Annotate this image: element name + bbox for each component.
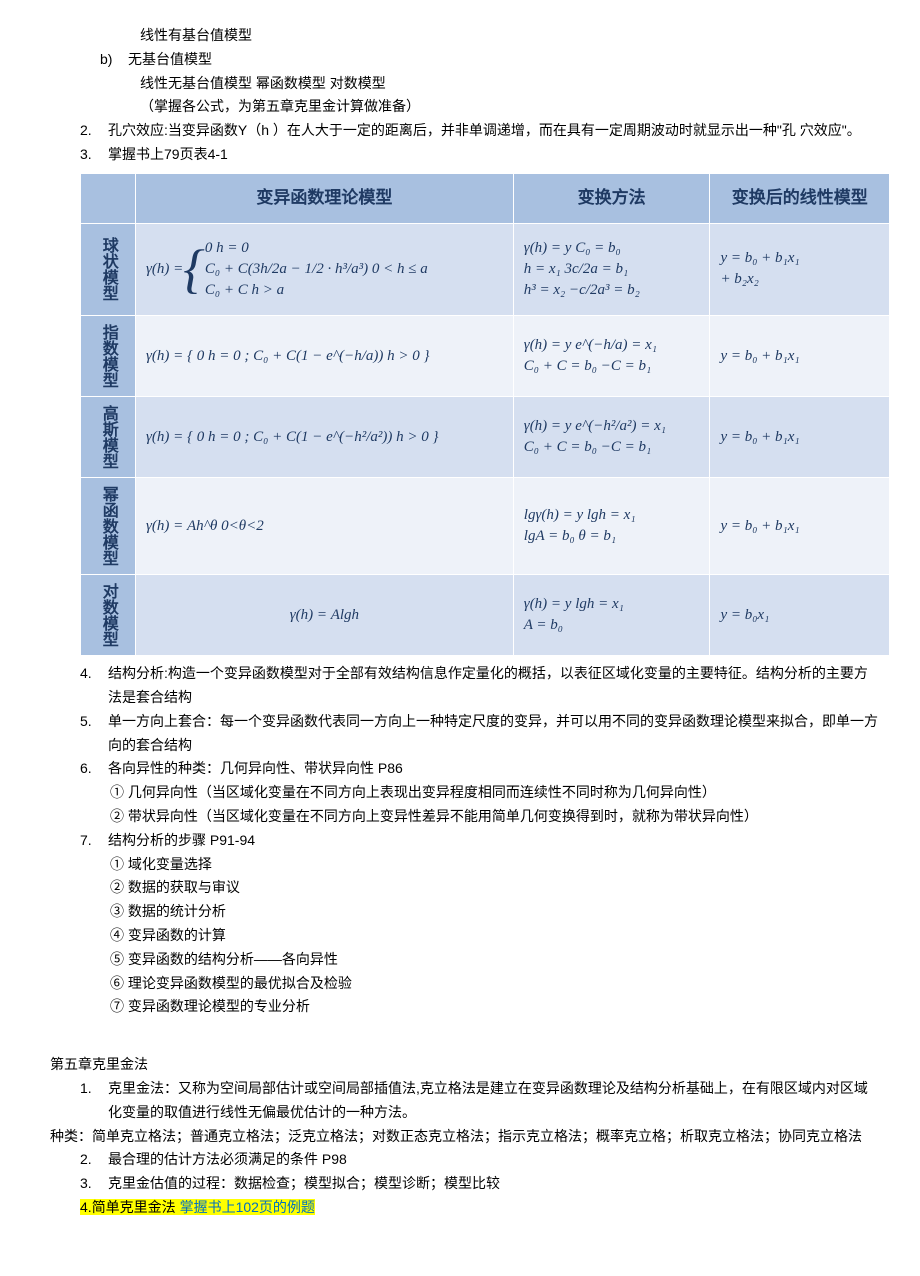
- highlight-text: 4.简单克里金法: [80, 1199, 180, 1215]
- formula-cell: γ(h) = Algh: [136, 575, 514, 656]
- list-text: 克里金法：又称为空间局部估计或空间局部插值法,克立格法是建立在变异函数理论及结构…: [108, 1077, 880, 1125]
- list-text: 无基台值模型: [128, 48, 212, 72]
- list-item-2: 2. 孔穴效应:当变异函数Y（h ）在人大于一定的距离后，并非单调递增，而在具有…: [40, 119, 880, 143]
- row-label: 高斯模型: [81, 397, 136, 478]
- table-header: 变异函数理论模型: [136, 173, 514, 223]
- list-marker: 1.: [80, 1077, 108, 1125]
- ch5-kinds: 种类：简单克立格法；普通克立格法；泛克立格法；对数正态克立格法；指示克立格法；概…: [40, 1125, 880, 1149]
- linear-cell: y = b₀ + b₁x₁: [710, 478, 890, 575]
- list-marker: 7.: [80, 829, 108, 853]
- list-text: 结构分析:构造一个变异函数模型对于全部有效结构信息作定量化的概括，以表征区域化变…: [108, 662, 880, 710]
- list-marker: 3.: [80, 1172, 108, 1196]
- list-text: 结构分析的步骤 P91-94: [108, 829, 880, 853]
- list-text: 最合理的估计方法必须满足的条件 P98: [108, 1148, 880, 1172]
- table-header-row: 变异函数理论模型 变换方法 变换后的线性模型: [81, 173, 890, 223]
- sub-item: ① 域化变量选择: [40, 853, 880, 877]
- table-header: 变换后的线性模型: [710, 173, 890, 223]
- sub-item: ⑦ 变异函数理论模型的专业分析: [40, 995, 880, 1019]
- table-header: [81, 173, 136, 223]
- list-text: 各向异性的种类：几何异向性、带状异向性 P86: [108, 757, 880, 781]
- sub-item-b: b) 无基台值模型: [40, 48, 880, 72]
- list-marker: 6.: [80, 757, 108, 781]
- list-text: 孔穴效应:当变异函数Y（h ）在人大于一定的距离后，并非单调递增，而在具有一定周…: [108, 119, 880, 143]
- transform-cell: γ(h) = y e^(−h/a) = x₁C₀ + C = b₀ −C = b…: [513, 316, 710, 397]
- list-marker: 5.: [80, 710, 108, 758]
- table-row: 对数模型 γ(h) = Algh γ(h) = y lgh = x₁ A = b…: [81, 575, 890, 656]
- ch5-item-1: 1. 克里金法：又称为空间局部估计或空间局部插值法,克立格法是建立在变异函数理论…: [40, 1077, 880, 1125]
- ch5-item-2: 2. 最合理的估计方法必须满足的条件 P98: [40, 1148, 880, 1172]
- chapter-5-heading: 第五章克里金法: [40, 1053, 880, 1077]
- list-item-3: 3. 掌握书上79页表4-1: [40, 143, 880, 167]
- formula-cell: γ(h) = Ah^θ 0<θ<2: [136, 478, 514, 575]
- text-line: 线性有基台值模型: [40, 24, 880, 48]
- row-label: 对数模型: [81, 575, 136, 656]
- list-marker: 2.: [80, 119, 108, 143]
- sub-item: ⑥ 理论变异函数模型的最优拟合及检验: [40, 972, 880, 996]
- transform-cell: γ(h) = y e^(−h²/a²) = x₁C₀ + C = b₀ −C =…: [513, 397, 710, 478]
- variogram-models-table: 变异函数理论模型 变换方法 变换后的线性模型 球状模型 γ(h) = { 0 h…: [80, 173, 890, 656]
- linear-cell: y = b₀x₁: [710, 575, 890, 656]
- list-text: 单一方向上套合：每一个变异函数代表同一方向上一种特定尺度的变异，并可以用不同的变…: [108, 710, 880, 758]
- linear-cell: y = b₀ + b₁x₁ + b₂x₂: [710, 223, 890, 316]
- sub-item: ④ 变异函数的计算: [40, 924, 880, 948]
- list-marker: 2.: [80, 1148, 108, 1172]
- table-header: 变换方法: [513, 173, 710, 223]
- linear-cell: y = b₀ + b₁x₁: [710, 316, 890, 397]
- sub-item: ② 带状异向性（当区域化变量在不同方向上变异性差异不能用简单几何变换得到时，就称…: [40, 805, 880, 829]
- highlight-text: 掌握书上102页的例题: [180, 1199, 315, 1215]
- table-row: 高斯模型 γ(h) = { 0 h = 0 ; C₀ + C(1 − e^(−h…: [81, 397, 890, 478]
- transform-cell: γ(h) = y C₀ = b₀ h = x₁ 3c/2a = b₁ h³ = …: [513, 223, 710, 316]
- row-label: 球状模型: [81, 223, 136, 316]
- ch5-item-4: 4.简单克里金法 掌握书上102页的例题: [40, 1196, 880, 1220]
- row-label: 幂函数模型: [81, 478, 136, 575]
- list-item-5: 5. 单一方向上套合：每一个变异函数代表同一方向上一种特定尺度的变异，并可以用不…: [40, 710, 880, 758]
- list-marker: b): [100, 48, 128, 72]
- table-row: 指数模型 γ(h) = { 0 h = 0 ; C₀ + C(1 − e^(−h…: [81, 316, 890, 397]
- row-label: 指数模型: [81, 316, 136, 397]
- sub-item: ② 数据的获取与审议: [40, 876, 880, 900]
- formula-cell: γ(h) = { 0 h = 0 ; C₀ + C(1 − e^(−h²/a²)…: [136, 397, 514, 478]
- list-text: 掌握书上79页表4-1: [108, 143, 880, 167]
- list-marker: 3.: [80, 143, 108, 167]
- transform-cell: lgγ(h) = y lgh = x₁lgA = b₀ θ = b₁: [513, 478, 710, 575]
- list-text: 克里金估值的过程：数据检查；模型拟合；模型诊断；模型比较: [108, 1172, 880, 1196]
- linear-cell: y = b₀ + b₁x₁: [710, 397, 890, 478]
- formula-cell: γ(h) = { 0 h = 0 ; C₀ + C(1 − e^(−h/a)) …: [136, 316, 514, 397]
- list-item-7: 7. 结构分析的步骤 P91-94: [40, 829, 880, 853]
- ch5-item-3: 3. 克里金估值的过程：数据检查；模型拟合；模型诊断；模型比较: [40, 1172, 880, 1196]
- text-line: （掌握各公式，为第五章克里金计算做准备）: [40, 95, 880, 119]
- sub-item: ① 几何异向性（当区域化变量在不同方向上表现出变异程度相同而连续性不同时称为几何…: [40, 781, 880, 805]
- sub-item: ③ 数据的统计分析: [40, 900, 880, 924]
- transform-cell: γ(h) = y lgh = x₁ A = b₀: [513, 575, 710, 656]
- text-line: 线性无基台值模型 幂函数模型 对数模型: [40, 72, 880, 96]
- table-row: 球状模型 γ(h) = { 0 h = 0 C₀ + C(3h/2a − 1/2…: [81, 223, 890, 316]
- formula-cell: γ(h) = { 0 h = 0 C₀ + C(3h/2a − 1/2 · h³…: [136, 223, 514, 316]
- table-row: 幂函数模型 γ(h) = Ah^θ 0<θ<2 lgγ(h) = y lgh =…: [81, 478, 890, 575]
- list-item-6: 6. 各向异性的种类：几何异向性、带状异向性 P86: [40, 757, 880, 781]
- list-marker: 4.: [80, 662, 108, 710]
- list-item-4: 4. 结构分析:构造一个变异函数模型对于全部有效结构信息作定量化的概括，以表征区…: [40, 662, 880, 710]
- sub-item: ⑤ 变异函数的结构分析——各向异性: [40, 948, 880, 972]
